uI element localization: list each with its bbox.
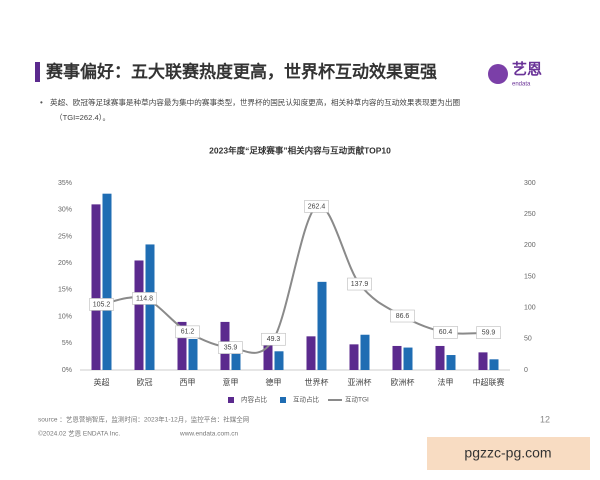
bullet-text: 英超、欧冠等足球赛事是种草内容最为集中的赛事类型，世界杯的国民认知度更高，相关种…	[50, 97, 460, 107]
value-label: 114.8	[136, 295, 153, 302]
y2-tick-label: 250	[524, 211, 536, 218]
watermark: pgzzc-pg.com	[464, 445, 551, 461]
value-label-box	[218, 341, 243, 354]
value-label-box	[261, 332, 286, 346]
logo-icon	[488, 64, 508, 84]
x-tick-label: 英超	[94, 377, 110, 387]
x-tick-label: 欧冠	[137, 377, 153, 387]
bar	[392, 345, 402, 370]
value-label-box	[175, 325, 200, 339]
y-tick-label: 0%	[62, 367, 72, 374]
x-tick-label: 世界杯	[305, 377, 329, 387]
legend-label: 内容占比	[241, 395, 268, 404]
x-tick-label: 法甲	[438, 377, 454, 387]
value-label-box	[390, 309, 415, 323]
copyright: ©2024.02 艺恩 ENDATA Inc.	[38, 430, 120, 438]
bar	[231, 351, 241, 370]
slide-title: 赛事偏好：五大联赛热度更高，世界杯互动效果更强	[45, 61, 437, 81]
bar	[435, 345, 445, 370]
bar	[274, 351, 284, 370]
value-label-box	[433, 326, 458, 339]
x-tick-label: 德甲	[266, 377, 282, 387]
bar	[446, 355, 456, 370]
legend-label: 互动TGI	[345, 396, 369, 404]
bar	[134, 260, 144, 370]
page-number: 12	[540, 414, 550, 424]
y-tick-label: 30%	[58, 207, 72, 214]
y2-tick-label: 50	[524, 336, 532, 343]
bullet-text: （TGI=262.4）。	[55, 113, 110, 122]
value-label-box	[89, 298, 114, 311]
tgi-line	[101, 204, 489, 354]
watermark-box	[427, 437, 590, 470]
value-label: 61.2	[181, 329, 195, 336]
y2-tick-label: 0	[524, 367, 528, 374]
y-tick-label: 5%	[62, 340, 72, 347]
value-label-box	[132, 292, 157, 305]
bullet-dot: •	[40, 98, 43, 107]
bar	[317, 281, 327, 370]
bar	[349, 344, 359, 370]
value-label: 49.3	[267, 336, 281, 343]
bar	[306, 336, 316, 370]
legend-swatch	[228, 397, 234, 403]
y2-tick-label: 150	[524, 273, 536, 280]
value-label: 59.9	[482, 330, 496, 337]
x-tick-label: 意甲	[223, 377, 239, 387]
y2-tick-label: 200	[524, 242, 536, 249]
bar	[145, 244, 155, 370]
value-label: 105.2	[93, 301, 111, 308]
bar	[177, 321, 187, 370]
value-label-box	[347, 277, 372, 291]
x-tick-label: 亚洲杯	[348, 377, 372, 387]
x-tick-label: 西甲	[180, 378, 196, 387]
bar	[91, 204, 101, 370]
x-tick-label: 中超联赛	[473, 377, 505, 387]
logo: 艺恩	[512, 61, 542, 78]
value-label: 137.9	[351, 281, 369, 288]
y-tick-label: 15%	[58, 287, 72, 294]
value-label: 86.6	[396, 313, 410, 320]
value-label-box	[476, 326, 501, 339]
bar	[263, 335, 273, 370]
y2-tick-label: 300	[524, 180, 536, 187]
source: source ：艺恩营销智库，监测时间：2023年1-12月，监控平台：社媒全网	[38, 415, 249, 424]
y-tick-label: 25%	[58, 233, 72, 240]
x-tick-label: 欧洲杯	[391, 377, 415, 387]
y-tick-label: 10%	[58, 313, 72, 320]
website: www.endata.com.cn	[179, 431, 239, 438]
value-label: 262.4	[308, 203, 326, 210]
value-label: 60.4	[439, 329, 453, 336]
bar	[102, 193, 112, 370]
legend-label: 互动占比	[293, 395, 320, 404]
y-tick-label: 35%	[58, 180, 72, 187]
title-accent	[35, 62, 40, 82]
y-tick-label: 20%	[58, 260, 72, 267]
value-label-box	[304, 200, 329, 213]
value-label: 35.9	[224, 344, 238, 351]
bar	[403, 347, 413, 370]
chart-title: 2023年度“足球赛事”相关内容与互动贡献TOP10	[209, 145, 391, 155]
bar	[489, 359, 499, 370]
y2-tick-label: 100	[524, 305, 536, 312]
bar	[188, 339, 198, 370]
legend-swatch	[280, 397, 286, 403]
bar	[360, 334, 370, 370]
logo-sub: endata	[512, 82, 531, 88]
bar	[478, 352, 488, 370]
